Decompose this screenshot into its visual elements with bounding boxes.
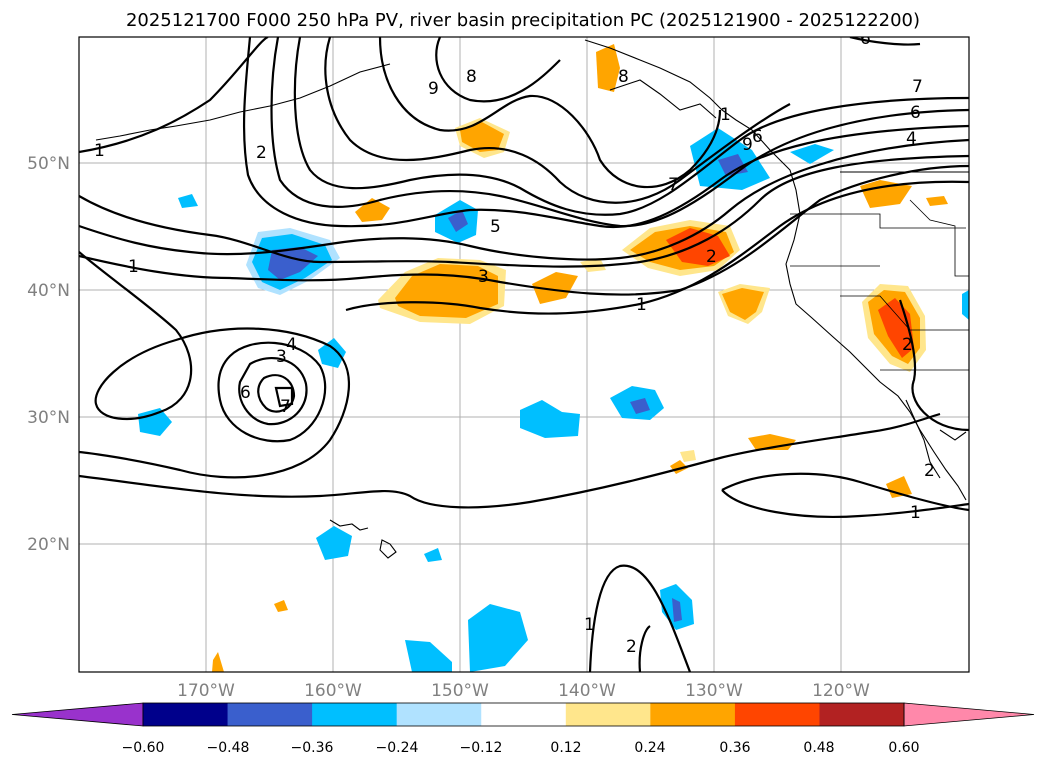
contour-label: 1 <box>720 105 731 125</box>
colorbar-tick-label: −0.12 <box>460 740 503 756</box>
contour-label: 3 <box>478 267 489 287</box>
contour-label: 4 <box>286 335 297 355</box>
contour-label: 3 <box>276 347 287 367</box>
positive-anomaly <box>666 228 730 266</box>
colorbar-tick-label: 0.48 <box>803 740 834 756</box>
colorbar-bin <box>396 703 482 726</box>
colorbar-bin <box>565 703 651 726</box>
colorbar-tick-label: 0.36 <box>719 740 750 756</box>
negative-anomaly <box>138 408 172 436</box>
negative-anomaly <box>790 144 834 164</box>
negative-anomaly <box>448 210 468 232</box>
contour-label: 6 <box>860 29 871 49</box>
colorbar-tick-label: 0.24 <box>634 740 665 756</box>
positive-anomaly <box>532 272 578 304</box>
negative-anomaly <box>468 604 528 672</box>
positive-anomaly <box>212 652 224 672</box>
colorbar-extend-min <box>11 702 144 727</box>
positive-anomaly <box>722 288 764 320</box>
contour-label: 2 <box>256 143 267 163</box>
pv-contours <box>79 37 969 672</box>
colorbar-bin <box>819 703 905 726</box>
colorbar-extend-max <box>903 702 1035 727</box>
colorbar-bin <box>481 703 567 726</box>
negative-anomaly <box>962 290 969 320</box>
colorbar-tick-label: 0.12 <box>550 740 581 756</box>
colorbar <box>11 702 1035 727</box>
contour-label: 9 <box>742 135 753 155</box>
lon-labels: 170°W 160°W 150°W 140°W 130°W 120°W <box>177 681 870 701</box>
lat-label: 30°N <box>27 408 70 428</box>
contour-label: 2 <box>924 461 935 481</box>
contour-label: 7 <box>668 175 679 195</box>
colorbar-tick-label: 0.60 <box>888 740 919 756</box>
colorbar-frame <box>142 702 905 727</box>
contour-label: 5 <box>490 217 501 237</box>
negative-anomaly <box>178 194 198 208</box>
contour-label: 8 <box>618 67 629 87</box>
map-panel <box>79 37 969 672</box>
lat-label: 20°N <box>27 535 70 555</box>
lon-label: 160°W <box>304 681 362 701</box>
colorbar-bin <box>734 703 820 726</box>
lat-label: 50°N <box>27 154 70 174</box>
negative-anomaly <box>672 598 682 622</box>
lon-label: 140°W <box>558 681 616 701</box>
contour-label: 6 <box>752 127 763 147</box>
negative-anomaly <box>405 640 452 672</box>
positive-anomaly <box>680 450 696 462</box>
map-title: 2025121700 F000 250 hPa PV, river basin … <box>126 10 920 31</box>
colorbar-tick-label: −0.60 <box>122 740 165 756</box>
colorbar-bin <box>650 703 736 726</box>
negative-anomaly <box>630 398 650 414</box>
positive-anomaly <box>596 44 620 92</box>
contour-label: 1 <box>910 503 921 523</box>
contour-label: 6 <box>240 383 251 403</box>
contour-label: 7 <box>912 77 923 97</box>
colorbar-tick-label: −0.36 <box>291 740 334 756</box>
positive-anomaly <box>274 600 288 612</box>
lat-label: 40°N <box>27 281 70 301</box>
colorbar-tick-label: −0.24 <box>376 740 419 756</box>
contour-label: 1 <box>94 141 105 161</box>
lat-labels: 50°N 40°N 30°N 20°N <box>27 154 70 555</box>
colorbar-bin <box>312 703 398 726</box>
colorbar-bin <box>143 703 229 726</box>
contour-label: 1 <box>128 257 139 277</box>
contour-label: 1 <box>636 295 647 315</box>
negative-anomaly <box>424 548 442 562</box>
contour-label: 9 <box>428 79 439 99</box>
positive-anomaly <box>926 196 948 206</box>
contour-label: 7 <box>280 397 291 417</box>
contour-label: 2 <box>902 335 913 355</box>
contour-label: 1 <box>584 615 595 635</box>
colorbar-tick-label: −0.48 <box>207 740 250 756</box>
negative-anomaly <box>316 526 352 560</box>
lon-label: 170°W <box>177 681 235 701</box>
lon-label: 130°W <box>685 681 743 701</box>
precip-shading <box>138 44 969 672</box>
colorbar-bin <box>227 703 313 726</box>
negative-anomaly <box>520 400 580 438</box>
positive-anomaly <box>460 122 504 152</box>
contour-label: 2 <box>706 247 717 267</box>
pv-contour-labels: 1 2 3 4 5 6 7 8 9 1 2 3 6 7 1 2 4 6 7 8 … <box>94 29 935 657</box>
negative-anomaly <box>318 338 346 368</box>
positive-anomaly <box>860 180 912 208</box>
contour-label: 4 <box>906 129 917 149</box>
contour-label: 6 <box>910 103 921 123</box>
contour-label: 2 <box>626 637 637 657</box>
positive-anomaly <box>355 198 390 222</box>
map-frame <box>78 36 970 673</box>
contour-label: 8 <box>466 67 477 87</box>
lon-label: 120°W <box>812 681 870 701</box>
lon-label: 150°W <box>431 681 489 701</box>
colorbar-tick-labels: −0.60 −0.48 −0.36 −0.24 −0.12 0.12 0.24 … <box>122 740 920 756</box>
